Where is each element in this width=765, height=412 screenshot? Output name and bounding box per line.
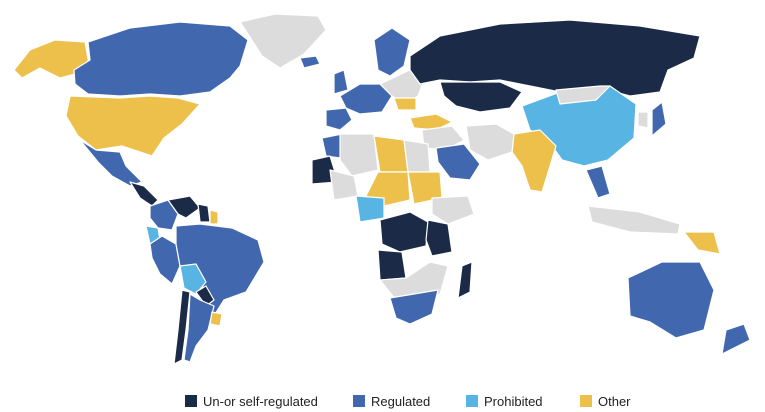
world-map: [13, 13, 751, 365]
legend-item-unregulated: Un-or self-regulated: [185, 391, 318, 411]
madagascar: [457, 261, 473, 299]
legend-swatch-prohibited: [466, 395, 478, 407]
legend-item-other: Other: [580, 391, 631, 411]
legend-swatch-other: [580, 395, 592, 407]
romania: [393, 97, 417, 111]
saudi-arabia: [435, 143, 481, 181]
suriname: [209, 209, 219, 225]
turkey: [409, 113, 453, 131]
guyana: [197, 203, 211, 223]
legend-item-prohibited: Prohibited: [466, 391, 543, 411]
iceland: [299, 55, 321, 69]
legend-label-other: Other: [598, 393, 631, 409]
iberia: [325, 107, 353, 131]
mongolia: [555, 85, 611, 105]
ethiopia: [431, 195, 475, 225]
nigeria: [355, 195, 385, 223]
legend-label-unregulated: Un-or self-regulated: [203, 393, 318, 409]
india: [511, 129, 557, 193]
papua-new-guinea: [683, 231, 721, 255]
canada: [73, 21, 249, 97]
central-america: [129, 181, 159, 207]
uk: [333, 69, 349, 95]
algeria: [339, 133, 379, 177]
east-africa: [425, 219, 453, 257]
usa: [65, 95, 201, 157]
indonesia: [587, 205, 681, 235]
southeast-asia: [585, 165, 611, 199]
legend-swatch-unregulated: [185, 395, 197, 407]
new-zealand: [721, 323, 751, 355]
south-africa: [389, 289, 439, 325]
venezuela: [167, 195, 201, 219]
australia: [627, 261, 715, 339]
greenland: [239, 13, 327, 69]
peru: [149, 235, 181, 285]
map-legend: Un-or self-regulated Regulated Prohibite…: [0, 391, 765, 411]
central-africa: [379, 211, 429, 253]
iran: [465, 123, 515, 161]
morocco: [321, 133, 343, 159]
bolivia: [179, 263, 207, 295]
uruguay: [209, 311, 223, 327]
korea: [637, 111, 649, 129]
angola: [377, 249, 407, 281]
japan: [651, 101, 667, 137]
west-europe: [339, 83, 393, 115]
kazakhstan: [439, 81, 523, 113]
argentina: [183, 293, 215, 363]
legend-item-regulated: Regulated: [353, 391, 430, 411]
legend-label-prohibited: Prohibited: [484, 393, 543, 409]
mexico: [79, 139, 143, 187]
libya: [373, 135, 409, 173]
russia: [409, 19, 701, 97]
legend-swatch-regulated: [353, 395, 365, 407]
legend-label-regulated: Regulated: [371, 393, 431, 409]
scandinavia: [373, 27, 411, 77]
chile: [173, 289, 191, 365]
egypt: [403, 139, 431, 173]
